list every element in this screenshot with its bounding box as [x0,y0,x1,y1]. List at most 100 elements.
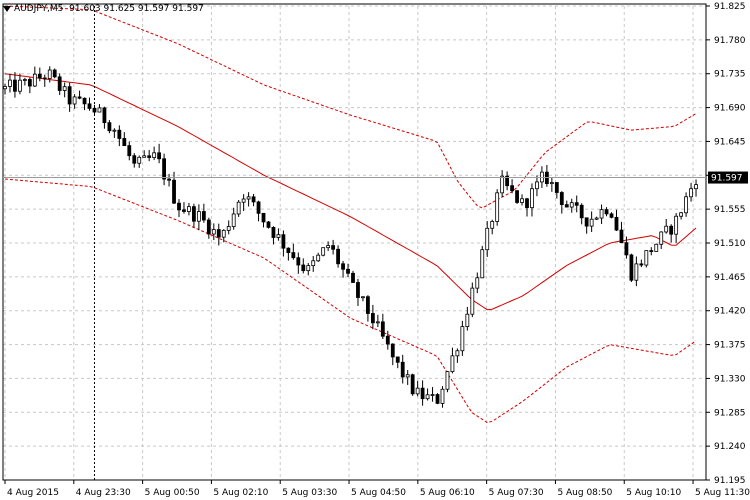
candle-body [549,182,554,185]
candle-body [500,175,505,194]
candle [152,146,157,161]
candle [236,200,241,217]
candle [659,231,664,249]
candle [97,104,102,113]
candle [415,380,420,397]
y-tick-label: 91.735 [714,70,746,80]
candle [455,348,460,363]
candle [614,209,619,232]
candle [480,245,485,279]
candle [589,211,594,233]
candle [346,263,350,277]
candle-body [465,313,470,328]
candle-body [669,225,674,235]
y-tick-label: 91.555 [714,205,746,215]
ohlc-open: 91.603 [69,4,101,14]
candle-body [356,282,360,298]
candle-body [649,250,654,252]
x-tick-label: 5 Aug 04:50 [351,488,406,498]
candle-body [420,387,425,400]
candle [246,192,251,207]
candle [390,343,395,366]
candle [241,194,246,211]
candle [271,226,276,245]
candle-body [495,192,500,222]
candle [67,82,72,112]
candle-body [559,192,564,206]
candle [266,221,271,229]
candle-body [251,196,256,203]
candle [206,217,211,239]
symbol-dropdown-icon[interactable] [3,5,11,12]
candle [535,175,539,197]
candle-body [147,155,152,158]
x-tick-label: 5 Aug 07:30 [489,488,544,498]
candle-body [266,221,271,228]
candle [674,213,679,243]
candle-body [664,225,669,233]
candle-body [689,188,693,198]
candle [42,74,47,87]
candle-body [226,226,231,231]
x-tick-label: 5 Aug 06:10 [420,488,475,498]
candle [530,183,534,217]
candle-body [375,321,380,324]
candle [132,153,137,168]
candle-body [137,156,142,164]
candle [629,253,634,283]
candle [341,260,345,278]
candle [544,164,549,187]
candle-body [117,129,122,139]
candle [679,211,684,220]
candle [470,282,475,318]
candle-body [206,219,211,235]
candle [127,141,132,161]
candle [22,77,27,86]
candle [689,182,693,202]
candle [82,97,87,111]
candle-body [400,361,405,378]
candle-body [370,313,375,324]
candle-body [326,245,331,249]
candle-body [67,86,72,105]
candle-body [629,254,634,281]
x-tick-label: 4 Aug 2015 [7,488,59,498]
candle-body [505,175,510,187]
candle [420,380,425,406]
candle-body [614,216,619,231]
chart-frame [2,3,707,481]
candle-body [361,296,365,299]
candle-body [455,350,460,357]
candle [366,295,370,322]
candle [112,128,117,138]
candle [520,194,524,206]
candle-body [440,388,445,404]
candle-body [286,247,291,254]
candle-body [425,394,430,400]
x-tick-label: 5 Aug 10:10 [626,488,681,498]
candle-body [490,221,495,229]
candle-body [331,245,336,250]
candle-body [385,335,390,345]
candle [445,371,450,393]
x-tick-label: 5 Aug 02:10 [213,488,268,498]
candle [172,171,176,204]
candle-body [97,107,102,113]
candle-body [27,79,32,87]
candle-body [82,97,87,105]
candle [187,202,191,216]
candle-body [77,96,82,99]
candle [490,219,495,235]
candle [37,67,42,82]
candle-body [152,152,157,158]
symbol-label: AUDJPY,M5 [14,4,64,14]
candle [375,314,380,328]
candle-body [574,202,579,206]
candle [654,243,659,252]
candle-body [515,190,519,203]
lower-envelope-line [4,178,697,424]
candle-body [654,243,659,252]
candle [102,106,107,129]
candle [311,256,316,272]
